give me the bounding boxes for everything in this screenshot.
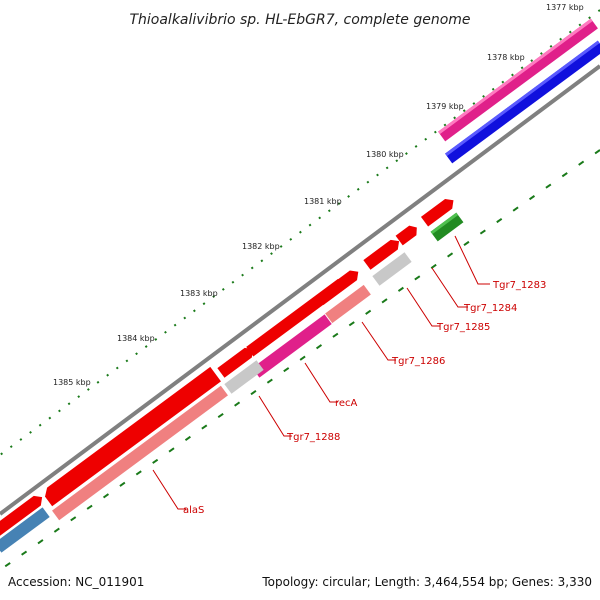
leader-line-alas xyxy=(153,470,186,509)
tick-label-1385: 1385 kbp xyxy=(53,378,91,387)
leader-line-tgr7-1284 xyxy=(432,268,468,307)
cds-arrow-7 xyxy=(41,367,221,506)
tick-label-1378: 1378 kbp xyxy=(487,53,525,62)
leader-line-tgr7-1285 xyxy=(407,288,440,326)
gene-label-tgr7-1283: Tgr7_1283 xyxy=(492,280,546,291)
gene-label-reca: recA xyxy=(335,398,358,409)
gene-label-tgr7-1285: Tgr7_1285 xyxy=(436,322,490,333)
tick-label-1384: 1384 kbp xyxy=(117,334,155,343)
tick-label-1380: 1380 kbp xyxy=(366,150,404,159)
genome-summary: Topology: circular; Length: 3,464,554 bp… xyxy=(261,575,592,589)
gene-label-tgr7-1288: Tgr7_1288 xyxy=(286,432,340,443)
leader-line-tgr7-1286 xyxy=(362,322,396,360)
tick-label-1379: 1379 kbp xyxy=(426,102,464,111)
inner-ruler-dots xyxy=(0,150,600,570)
leader-line-reca xyxy=(305,363,338,402)
genome-map: Thioalkalivibrio sp. HL-EbGR7, complete … xyxy=(0,0,600,600)
gene-label-tgr7-1284: Tgr7_1284 xyxy=(463,303,517,314)
accession-label: Accession: NC_011901 xyxy=(8,575,144,589)
leader-line-tgr7-1283 xyxy=(455,236,490,284)
outer-ruler-dots xyxy=(0,10,600,455)
tick-label-1382: 1382 kbp xyxy=(242,242,280,251)
cds-arrow-2 xyxy=(396,223,421,246)
tick-label-1383: 1383 kbp xyxy=(180,289,218,298)
leader-line-tgr7-1288 xyxy=(259,396,292,436)
track-magenta-gene xyxy=(438,19,598,142)
gene-label-tgr7-1286: Tgr7_1286 xyxy=(391,356,445,367)
tick-label-1381: 1381 kbp xyxy=(304,197,342,206)
map-title: Thioalkalivibrio sp. HL-EbGR7, complete … xyxy=(129,12,470,28)
tick-label-1377: 1377 kbp xyxy=(546,3,584,12)
gene-label-alas: alaS xyxy=(183,505,204,516)
